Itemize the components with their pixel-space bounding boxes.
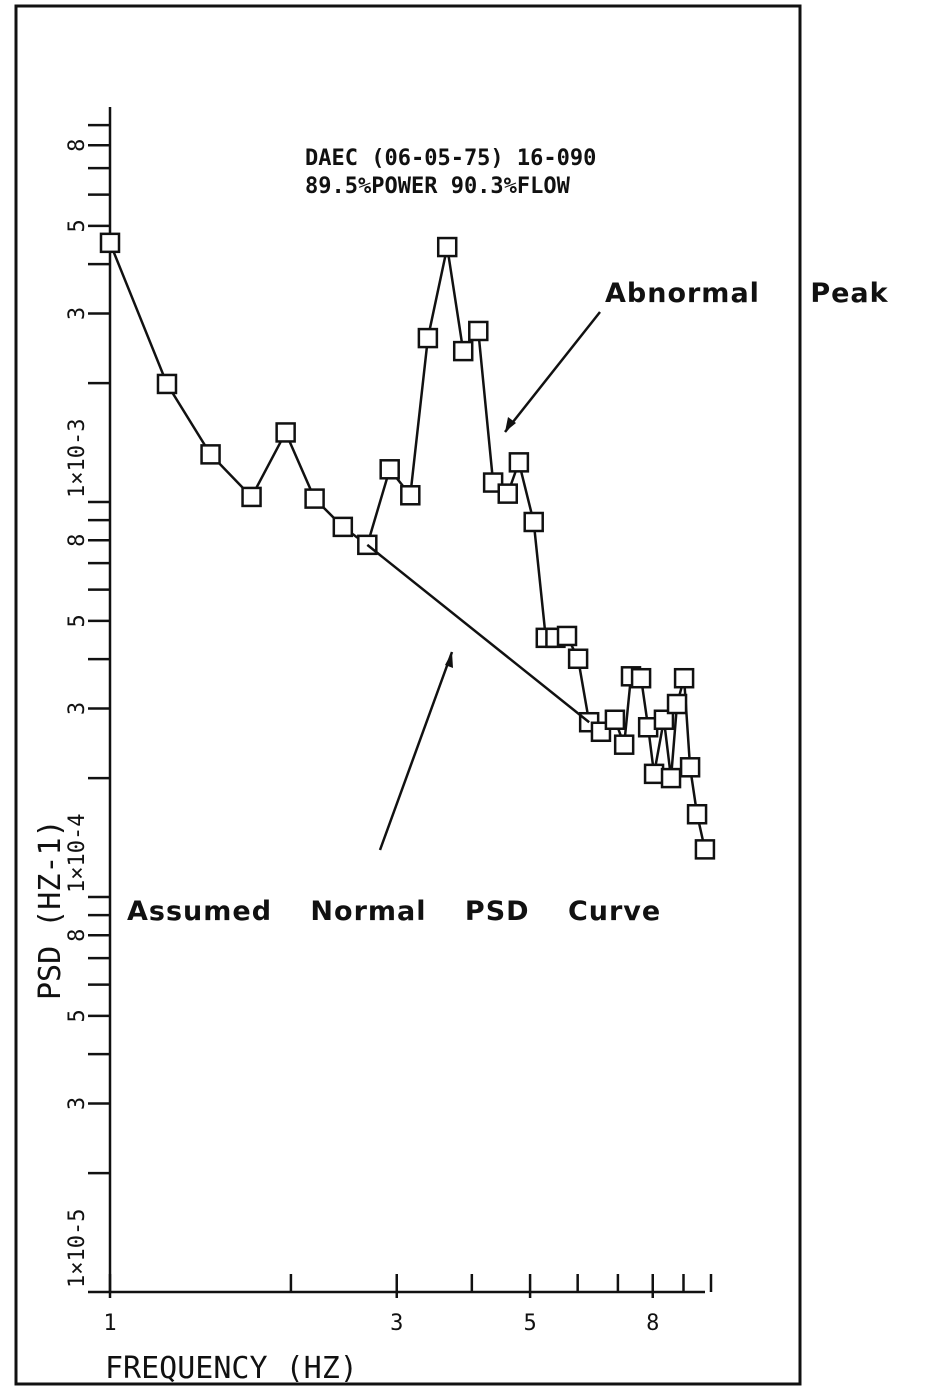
arrow	[504, 311, 601, 433]
marker	[679, 757, 701, 778]
marker	[567, 648, 589, 670]
marker	[694, 839, 716, 860]
header-line: 89.5%POWER 90.3%FLOW	[305, 174, 571, 199]
y-tick-label: 3	[65, 702, 90, 715]
marker	[452, 340, 474, 362]
y-tick-label: 8	[65, 139, 90, 152]
y-tick-label: 8	[65, 534, 90, 547]
marker	[497, 483, 518, 504]
marker	[275, 422, 296, 443]
marker	[468, 320, 489, 342]
y-tick-label: 5	[65, 1009, 90, 1022]
x-tick-label: 3	[390, 1311, 403, 1336]
x-axis-label: FREQUENCY (HZ)	[105, 1351, 358, 1386]
marker	[660, 767, 682, 789]
y-tick-label: 3	[65, 307, 90, 320]
y-tick-label: 3	[65, 1097, 90, 1110]
y-tick-label: 8	[65, 929, 90, 942]
y-axis-label: PSD (HZ-1)	[33, 819, 68, 1000]
arrowhead	[505, 417, 516, 432]
marker	[200, 444, 221, 465]
marker	[666, 693, 688, 715]
marker	[653, 709, 675, 731]
arrowhead	[445, 652, 453, 668]
marker	[630, 667, 652, 689]
marker	[613, 734, 635, 755]
header-line: DAEC (06-05-75) 16-090	[305, 146, 596, 171]
marker	[241, 486, 262, 508]
series-line	[108, 242, 707, 850]
y-tick-label: 1×10-4	[65, 814, 90, 893]
arrow	[378, 651, 454, 851]
marker	[604, 709, 626, 731]
marker	[673, 667, 695, 689]
marker	[643, 763, 665, 785]
x-tick-label: 1	[103, 1311, 116, 1336]
marker	[156, 373, 178, 395]
annotation: Assumed Normal PSD Curve	[127, 896, 661, 927]
y-tick-label: 1×10-5	[65, 1209, 90, 1288]
marker	[508, 452, 530, 473]
marker	[400, 485, 421, 506]
series-line	[366, 543, 590, 724]
marker	[436, 236, 458, 258]
frame	[14, 4, 802, 1386]
marker	[99, 232, 121, 254]
marker	[304, 488, 325, 509]
annotation: Abnormal Peak	[605, 278, 889, 309]
marker	[556, 625, 578, 647]
x-tick-label: 8	[646, 1311, 659, 1336]
y-tick-label: 5	[65, 614, 90, 627]
marker	[417, 327, 439, 349]
marker	[379, 459, 400, 480]
x-tick-label: 5	[523, 1311, 536, 1336]
y-tick-label: 5	[65, 219, 90, 232]
y-tick-label: 1×10-3	[65, 419, 90, 498]
marker	[686, 803, 708, 825]
marker	[523, 511, 544, 533]
marker	[332, 516, 354, 538]
